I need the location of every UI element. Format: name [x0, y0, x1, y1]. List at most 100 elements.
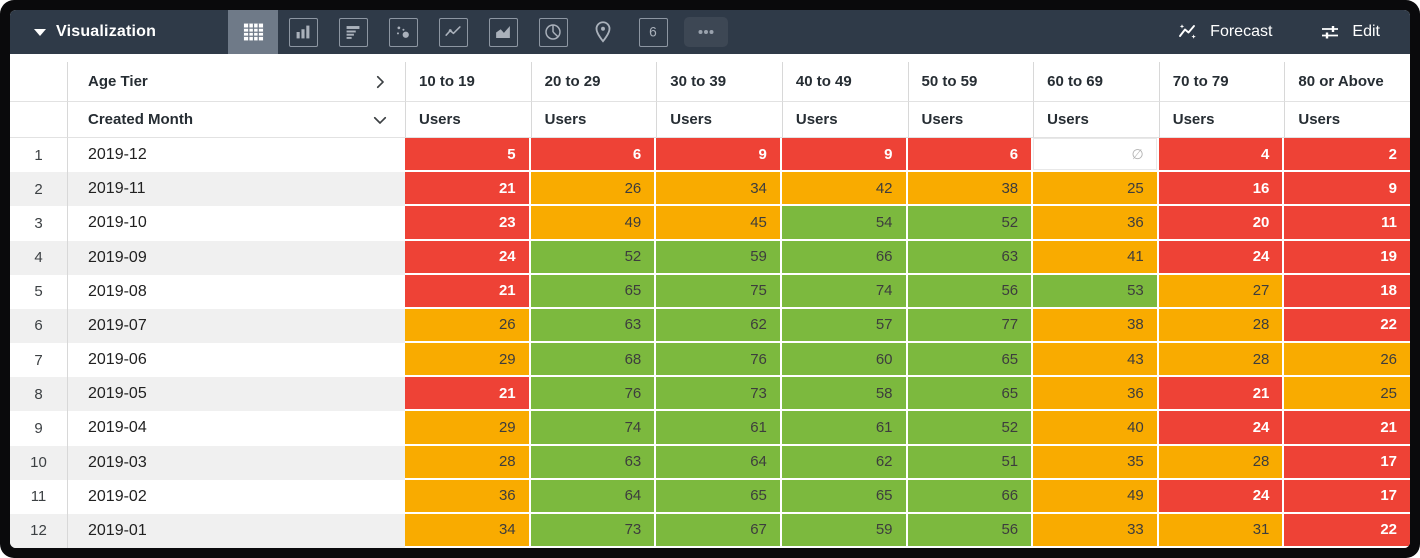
- users-value-cell[interactable]: 58: [781, 377, 908, 412]
- users-value-cell[interactable]: 75: [656, 274, 782, 309]
- users-value-cell[interactable]: 21: [405, 274, 531, 309]
- users-value-cell[interactable]: 34: [405, 513, 531, 548]
- users-value-cell[interactable]: 62: [781, 445, 908, 480]
- users-value-cell[interactable]: 4: [1158, 138, 1285, 173]
- created-month-cell[interactable]: 2019-02: [68, 479, 405, 514]
- users-value-cell[interactable]: 36: [1033, 206, 1159, 241]
- created-month-cell[interactable]: 2019-09: [68, 240, 405, 275]
- pivot-dimension-header[interactable]: Age Tier: [68, 62, 405, 102]
- created-month-cell[interactable]: 2019-10: [68, 206, 405, 241]
- measure-header[interactable]: Users: [907, 102, 1034, 138]
- pivot-value-header[interactable]: 30 to 39: [656, 62, 782, 102]
- users-value-cell[interactable]: 49: [1033, 479, 1159, 514]
- chevron-right-icon[interactable]: [371, 73, 389, 91]
- users-value-cell[interactable]: 24: [405, 240, 531, 275]
- viz-tab-table[interactable]: [228, 10, 278, 54]
- users-value-cell[interactable]: 65: [907, 343, 1034, 378]
- users-value-cell[interactable]: 63: [530, 308, 657, 343]
- users-value-cell[interactable]: 53: [1033, 274, 1159, 309]
- viz-tab-area-chart[interactable]: [478, 10, 528, 54]
- users-value-cell[interactable]: 57: [781, 308, 908, 343]
- users-value-cell[interactable]: 28: [405, 445, 531, 480]
- users-value-cell[interactable]: 26: [1284, 343, 1410, 378]
- edit-button[interactable]: Edit: [1318, 10, 1380, 54]
- users-value-cell[interactable]: 64: [656, 445, 782, 480]
- users-value-cell[interactable]: 26: [530, 172, 657, 207]
- users-value-cell[interactable]: 16: [1158, 172, 1285, 207]
- users-value-cell[interactable]: 31: [1158, 513, 1285, 548]
- pivot-value-header[interactable]: 40 to 49: [781, 62, 908, 102]
- users-value-cell[interactable]: 6: [907, 138, 1034, 173]
- created-month-cell[interactable]: 2019-06: [68, 343, 405, 378]
- users-value-cell[interactable]: 40: [1033, 411, 1159, 446]
- users-value-cell[interactable]: 21: [405, 172, 531, 207]
- users-value-cell[interactable]: 63: [530, 445, 657, 480]
- created-month-cell[interactable]: 2019-05: [68, 377, 405, 412]
- users-value-cell[interactable]: 41: [1033, 240, 1159, 275]
- users-value-cell[interactable]: 22: [1284, 308, 1410, 343]
- users-value-cell[interactable]: 65: [907, 377, 1034, 412]
- users-value-cell[interactable]: 66: [781, 240, 908, 275]
- users-value-cell[interactable]: 38: [907, 172, 1034, 207]
- users-value-cell[interactable]: 66: [907, 479, 1034, 514]
- users-value-cell[interactable]: 38: [1033, 308, 1159, 343]
- users-value-cell[interactable]: 54: [781, 206, 908, 241]
- viz-tab-pie-chart[interactable]: [528, 10, 578, 54]
- users-value-cell[interactable]: 24: [1158, 411, 1285, 446]
- created-month-cell[interactable]: 2019-12: [68, 138, 405, 173]
- pivot-value-header[interactable]: 60 to 69: [1033, 62, 1159, 102]
- users-value-cell[interactable]: 21: [1158, 377, 1285, 412]
- users-value-cell[interactable]: 65: [656, 479, 782, 514]
- users-value-cell[interactable]: 22: [1284, 513, 1410, 548]
- users-value-cell[interactable]: 76: [530, 377, 657, 412]
- users-value-cell[interactable]: 64: [530, 479, 657, 514]
- users-value-cell[interactable]: 73: [656, 377, 782, 412]
- created-month-cell[interactable]: 2019-08: [68, 274, 405, 309]
- users-value-cell[interactable]: 45: [656, 206, 782, 241]
- users-value-cell[interactable]: 23: [405, 206, 531, 241]
- users-value-cell[interactable]: 61: [656, 411, 782, 446]
- users-value-cell[interactable]: 42: [781, 172, 908, 207]
- users-value-cell[interactable]: 36: [405, 479, 531, 514]
- users-value-cell[interactable]: 52: [530, 240, 657, 275]
- users-value-cell[interactable]: 56: [907, 274, 1034, 309]
- forecast-button[interactable]: Forecast: [1176, 10, 1272, 54]
- users-value-cell[interactable]: 73: [530, 513, 657, 548]
- users-value-cell[interactable]: 76: [656, 343, 782, 378]
- users-value-cell[interactable]: 34: [656, 172, 782, 207]
- users-value-cell[interactable]: 63: [907, 240, 1034, 275]
- pivot-value-header[interactable]: 70 to 79: [1158, 62, 1285, 102]
- created-month-cell[interactable]: 2019-01: [68, 513, 405, 548]
- users-value-cell[interactable]: 74: [530, 411, 657, 446]
- users-value-cell[interactable]: 56: [907, 513, 1034, 548]
- created-month-cell[interactable]: 2019-04: [68, 411, 405, 446]
- users-value-cell[interactable]: 6: [530, 138, 657, 173]
- measure-header[interactable]: Users: [405, 102, 531, 138]
- viz-tab-single-value[interactable]: 6: [628, 10, 678, 54]
- viz-tab-row-chart[interactable]: [328, 10, 378, 54]
- created-month-cell[interactable]: 2019-07: [68, 308, 405, 343]
- users-value-cell[interactable]: 9: [656, 138, 782, 173]
- users-value-cell[interactable]: 21: [1284, 411, 1410, 446]
- pivot-value-header[interactable]: 80 or Above: [1284, 62, 1410, 102]
- users-value-cell[interactable]: 2: [1284, 138, 1410, 173]
- measure-header[interactable]: Users: [1284, 102, 1410, 138]
- users-value-cell[interactable]: 11: [1284, 206, 1410, 241]
- users-value-cell[interactable]: 29: [405, 411, 531, 446]
- users-value-cell-null[interactable]: ∅: [1033, 138, 1159, 173]
- users-value-cell[interactable]: 28: [1158, 445, 1285, 480]
- users-value-cell[interactable]: 5: [405, 138, 531, 173]
- users-value-cell[interactable]: 65: [781, 479, 908, 514]
- viz-tab-line-chart[interactable]: [428, 10, 478, 54]
- users-value-cell[interactable]: 17: [1284, 445, 1410, 480]
- users-value-cell[interactable]: 21: [405, 377, 531, 412]
- pivot-value-header[interactable]: 10 to 19: [405, 62, 531, 102]
- users-value-cell[interactable]: 36: [1033, 377, 1159, 412]
- users-value-cell[interactable]: 35: [1033, 445, 1159, 480]
- users-value-cell[interactable]: 18: [1284, 274, 1410, 309]
- users-value-cell[interactable]: 49: [530, 206, 657, 241]
- row-dimension-header[interactable]: Created Month: [68, 102, 405, 138]
- chevron-down-icon[interactable]: [371, 111, 389, 129]
- users-value-cell[interactable]: 52: [907, 206, 1034, 241]
- viz-tab-bar-chart[interactable]: [278, 10, 328, 54]
